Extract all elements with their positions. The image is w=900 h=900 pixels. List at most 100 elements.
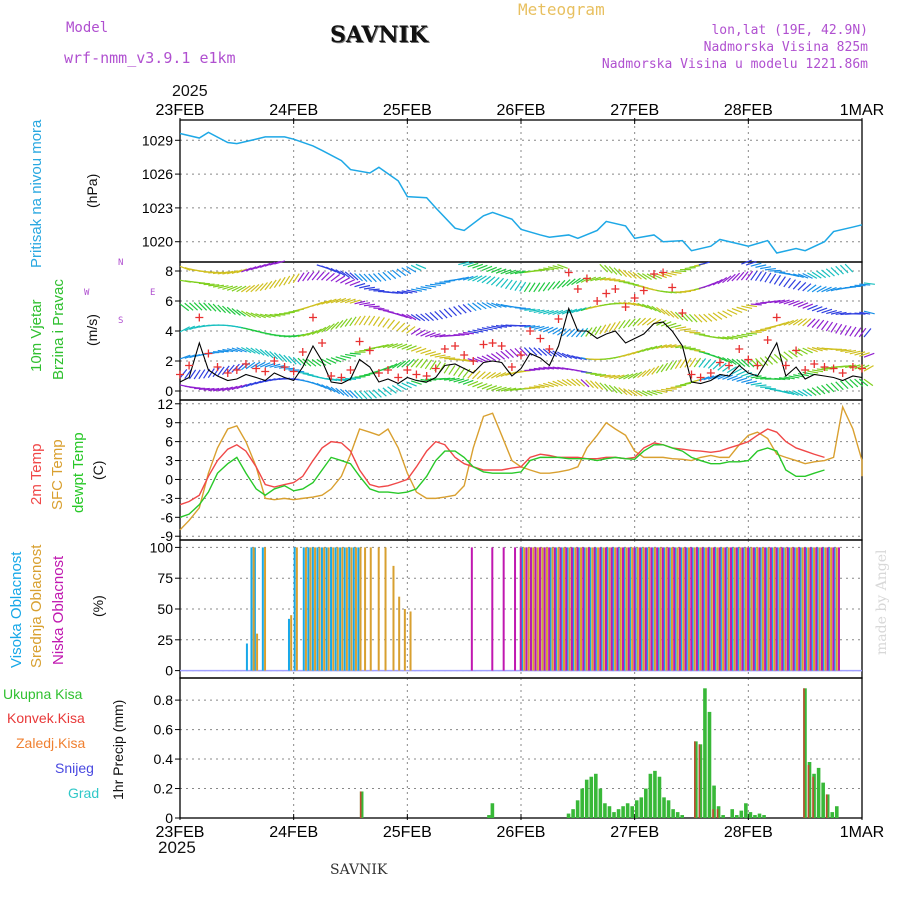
wind-vector — [212, 303, 222, 313]
wind-vector — [245, 381, 257, 387]
x-tick-label-bottom: 27FEB — [610, 824, 659, 841]
wind-vector — [335, 356, 347, 361]
cloud-bar — [727, 547, 730, 671]
cloud-bar — [744, 547, 747, 671]
wind-vector — [835, 348, 847, 351]
wind-vector — [330, 386, 341, 395]
wind-vector — [547, 266, 559, 270]
wind-vector — [609, 374, 621, 379]
cloud-bar — [580, 547, 583, 671]
cloud-bar — [398, 596, 401, 671]
wind-vector — [807, 304, 818, 311]
wind-vector — [345, 353, 357, 357]
wind-vector — [703, 375, 715, 381]
wind-vector — [538, 326, 550, 332]
cloud-bar — [653, 547, 656, 671]
wind-vector — [505, 387, 517, 392]
wind-vector — [793, 273, 804, 278]
wind-vector — [458, 333, 470, 336]
wind-vector — [552, 366, 564, 370]
cloud-bar — [545, 547, 548, 671]
wind-vector — [188, 369, 197, 380]
wind-vector — [788, 318, 799, 326]
cloud-bar — [323, 547, 326, 671]
y-tick-label: 6 — [165, 434, 173, 450]
wind-gust-marker — [289, 367, 298, 376]
wind-vector — [486, 354, 497, 362]
wind-vector — [816, 286, 827, 293]
wind-vector — [816, 368, 828, 371]
wind-vector — [608, 322, 616, 332]
wind-vector — [486, 276, 496, 285]
wind-gust-marker — [715, 358, 724, 367]
wind-vector — [424, 312, 434, 321]
x-tick-label-top: 1MAR — [840, 102, 884, 119]
cloud-bar — [761, 547, 764, 671]
wind-vector — [292, 273, 300, 284]
wind-vector — [859, 283, 871, 286]
cloud-bar — [343, 547, 346, 671]
wind-vector — [731, 368, 742, 375]
dewpt-line — [179, 444, 825, 518]
wind-vector — [458, 358, 470, 362]
wind-vector — [434, 354, 446, 358]
wind-vector — [656, 344, 667, 350]
precip-legend-stable: Zaledj.Kisa — [16, 735, 86, 751]
wind-vector — [500, 278, 509, 288]
wind-gust-marker — [346, 366, 355, 374]
cloud-bar — [553, 547, 556, 671]
wind-vector — [543, 267, 555, 271]
wind-vector — [477, 328, 489, 332]
cloud-bar — [252, 547, 255, 671]
wind-vector — [533, 367, 545, 370]
wind-vector — [566, 328, 576, 337]
wind-vector — [811, 306, 823, 312]
wind-vector — [391, 361, 402, 369]
wind-vector — [207, 368, 215, 379]
wind-vector — [179, 354, 191, 360]
wind-vector — [542, 326, 554, 333]
wind-vector — [462, 303, 472, 313]
cloud-bar — [304, 547, 307, 671]
cloud-bar — [577, 547, 580, 671]
wind-vector — [241, 346, 252, 354]
x-tick-label-top: 28FEB — [724, 102, 773, 119]
wind-vector — [434, 333, 446, 338]
cloud-bar — [572, 547, 575, 671]
wind-vector — [476, 302, 487, 310]
cloud-bar — [519, 547, 522, 671]
wind-gust-marker — [365, 346, 374, 355]
wind-vector — [467, 262, 479, 268]
wind-vector — [330, 298, 342, 304]
cloud-bar — [786, 547, 789, 671]
wind-vector — [675, 345, 687, 349]
wind-vector — [821, 286, 832, 293]
cloud-bar — [591, 547, 594, 671]
wind-vector — [193, 369, 201, 380]
wind-vector — [231, 308, 241, 316]
cloud-bar — [815, 547, 818, 671]
precip-total-bar — [621, 806, 625, 818]
cloud-bar — [799, 547, 802, 671]
wind-vector — [410, 264, 422, 271]
wind-gust-marker — [573, 285, 582, 293]
cloud-bar — [330, 547, 333, 671]
wind-vector — [566, 378, 577, 387]
wind-vector — [632, 302, 644, 308]
wind-gust-marker — [374, 369, 383, 377]
precip-total-bar — [487, 815, 491, 818]
wind-vector — [495, 351, 506, 360]
wind-vector — [741, 333, 753, 337]
wind-vector — [859, 352, 870, 357]
cloud-bar — [674, 547, 677, 671]
wind-vector — [330, 378, 342, 382]
y-tick-label: 0 — [165, 471, 173, 487]
wind-vector — [741, 259, 752, 265]
wind-gust-marker — [593, 297, 602, 305]
cloud-bar — [521, 547, 523, 671]
wind-vector — [396, 322, 406, 332]
wind-vector — [783, 351, 793, 360]
cloud-bar — [733, 547, 736, 671]
wind-vector — [297, 371, 309, 375]
wind-vector — [264, 313, 276, 318]
